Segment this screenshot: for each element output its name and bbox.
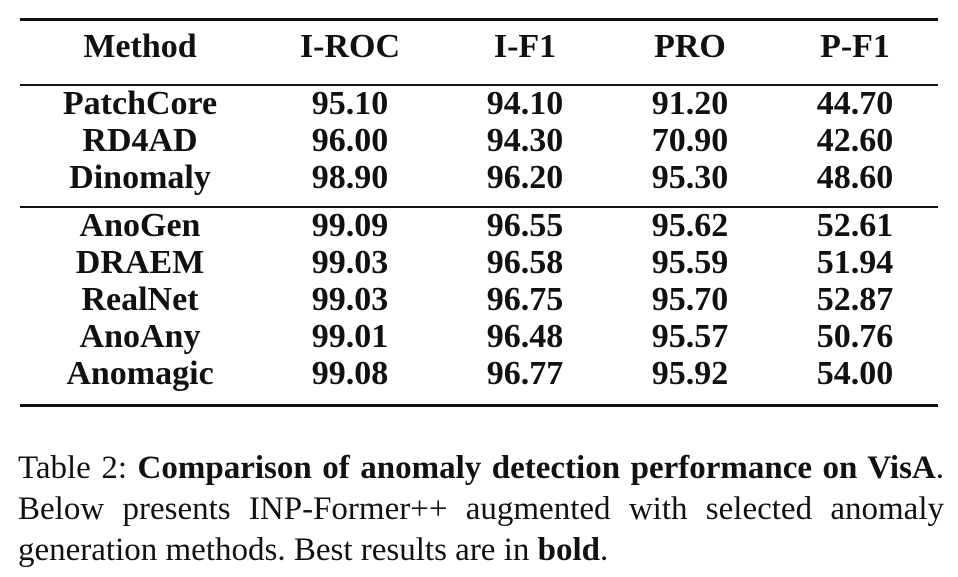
value-cell: 99.09	[311, 207, 389, 244]
value-cell: 99.08	[311, 355, 389, 392]
value-cell: 95.30	[651, 159, 729, 196]
caption: Table 2: Comparison of anomaly detection…	[18, 448, 944, 571]
value-cell: 96.55	[486, 207, 564, 244]
header-cell: PRO	[654, 28, 726, 65]
value-cell: 70.90	[651, 122, 729, 159]
caption-bold: bold	[537, 532, 600, 568]
header-cell: P-F1	[820, 28, 890, 65]
table-rule	[20, 17, 938, 21]
table-rule	[20, 403, 938, 407]
method-cell: RD4AD	[82, 122, 198, 159]
method-cell: DRAEM	[75, 244, 205, 281]
value-cell: 44.70	[816, 85, 894, 122]
method-cell: Anomagic	[66, 355, 214, 392]
value-cell: 50.76	[816, 318, 894, 355]
caption-text: . Below presents INP-Former++ augmented …	[18, 450, 945, 568]
table-rule	[20, 84, 938, 86]
value-cell: 96.58	[486, 244, 564, 281]
value-cell: 95.10	[311, 85, 389, 122]
value-cell: 52.61	[816, 207, 894, 244]
value-cell: 91.20	[651, 85, 729, 122]
value-cell: 48.60	[816, 159, 894, 196]
method-cell: Dinomaly	[69, 159, 211, 196]
value-cell: 99.01	[311, 318, 389, 355]
value-cell: 96.48	[486, 318, 564, 355]
value-cell: 42.60	[816, 122, 894, 159]
value-cell: 52.87	[816, 281, 894, 318]
caption-bold: Comparison of anomaly detection performa…	[137, 450, 936, 486]
value-cell: 95.57	[651, 318, 729, 355]
table-rule	[20, 206, 938, 208]
value-cell: 95.92	[651, 355, 729, 392]
method-cell: PatchCore	[62, 85, 218, 122]
value-cell: 96.77	[486, 355, 564, 392]
method-cell: RealNet	[81, 281, 199, 318]
value-cell: 95.62	[651, 207, 729, 244]
value-cell: 95.59	[651, 244, 729, 281]
value-cell: 99.03	[311, 281, 389, 318]
value-cell: 99.03	[311, 244, 389, 281]
value-cell: 51.94	[816, 244, 894, 281]
value-cell: 54.00	[816, 355, 894, 392]
header-cell: Method	[83, 28, 197, 65]
caption-text: Table 2:	[18, 450, 138, 486]
caption-text: .	[600, 532, 609, 568]
value-cell: 96.00	[311, 122, 389, 159]
value-cell: 94.10	[486, 85, 564, 122]
method-cell: AnoGen	[79, 207, 201, 244]
value-cell: 98.90	[311, 159, 389, 196]
value-cell: 96.75	[486, 281, 564, 318]
value-cell: 95.70	[651, 281, 729, 318]
value-cell: 96.20	[486, 159, 564, 196]
header-cell: I-ROC	[299, 28, 401, 65]
value-cell: 94.30	[486, 122, 564, 159]
header-cell: I-F1	[493, 28, 557, 65]
method-cell: AnoAny	[79, 318, 201, 355]
